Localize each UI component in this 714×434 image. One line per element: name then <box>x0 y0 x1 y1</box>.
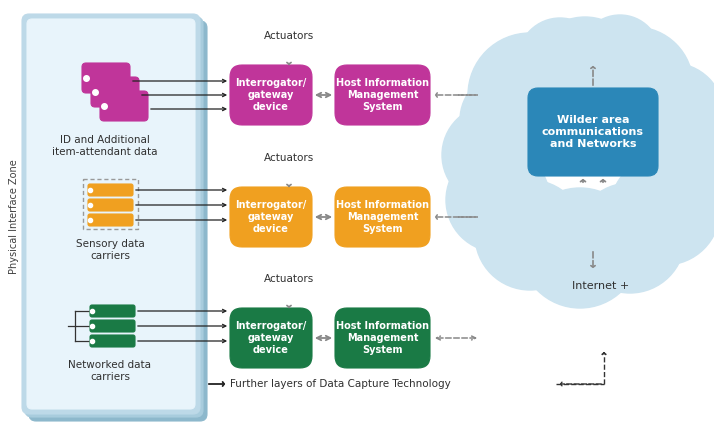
Text: Further layers of Data Capture Technology: Further layers of Data Capture Technolog… <box>230 379 451 389</box>
FancyBboxPatch shape <box>29 21 207 421</box>
FancyBboxPatch shape <box>335 65 430 125</box>
Circle shape <box>622 102 714 218</box>
Text: Physical Interface Zone: Physical Interface Zone <box>9 160 19 274</box>
FancyBboxPatch shape <box>88 184 133 196</box>
Circle shape <box>475 180 585 290</box>
Circle shape <box>442 105 542 205</box>
Text: ID and Additional
item-attendant data: ID and Additional item-attendant data <box>52 135 158 157</box>
Text: Host Information
Management
System: Host Information Management System <box>336 322 429 355</box>
Text: Wilder area
communications
and Networks: Wilder area communications and Networks <box>542 115 644 148</box>
FancyBboxPatch shape <box>528 88 658 176</box>
Circle shape <box>446 148 550 252</box>
FancyBboxPatch shape <box>82 63 130 93</box>
Circle shape <box>518 18 602 102</box>
Circle shape <box>610 155 714 265</box>
Text: Actuators: Actuators <box>264 31 314 41</box>
Circle shape <box>620 63 714 167</box>
FancyBboxPatch shape <box>22 14 200 414</box>
Text: Internet +: Internet + <box>573 281 630 291</box>
Circle shape <box>460 72 556 168</box>
Text: Interrogator/
gateway
device: Interrogator/ gateway device <box>236 201 306 233</box>
Circle shape <box>520 188 640 308</box>
FancyBboxPatch shape <box>230 187 312 247</box>
Circle shape <box>575 183 685 293</box>
FancyBboxPatch shape <box>90 320 135 332</box>
FancyBboxPatch shape <box>88 199 133 211</box>
Text: Actuators: Actuators <box>264 153 314 163</box>
FancyBboxPatch shape <box>90 335 135 347</box>
Text: Interrogator/
gateway
device: Interrogator/ gateway device <box>236 79 306 112</box>
FancyBboxPatch shape <box>25 17 203 417</box>
Circle shape <box>580 15 660 95</box>
Circle shape <box>468 33 592 157</box>
Bar <box>83 179 138 229</box>
FancyBboxPatch shape <box>27 19 195 409</box>
Text: Host Information
Management
System: Host Information Management System <box>336 79 429 112</box>
FancyBboxPatch shape <box>335 187 430 247</box>
FancyBboxPatch shape <box>88 214 133 226</box>
FancyBboxPatch shape <box>230 65 312 125</box>
FancyBboxPatch shape <box>230 308 312 368</box>
FancyBboxPatch shape <box>91 77 139 107</box>
Text: Interrogator/
gateway
device: Interrogator/ gateway device <box>236 322 306 355</box>
Text: Networked data
carriers: Networked data carriers <box>69 360 151 381</box>
Text: Actuators: Actuators <box>264 274 314 284</box>
FancyBboxPatch shape <box>100 91 148 121</box>
Text: Sensory data
carriers: Sensory data carriers <box>76 239 144 260</box>
Circle shape <box>530 17 640 127</box>
FancyBboxPatch shape <box>90 305 135 317</box>
Circle shape <box>577 27 693 143</box>
Text: Host Information
Management
System: Host Information Management System <box>336 201 429 233</box>
FancyBboxPatch shape <box>335 308 430 368</box>
